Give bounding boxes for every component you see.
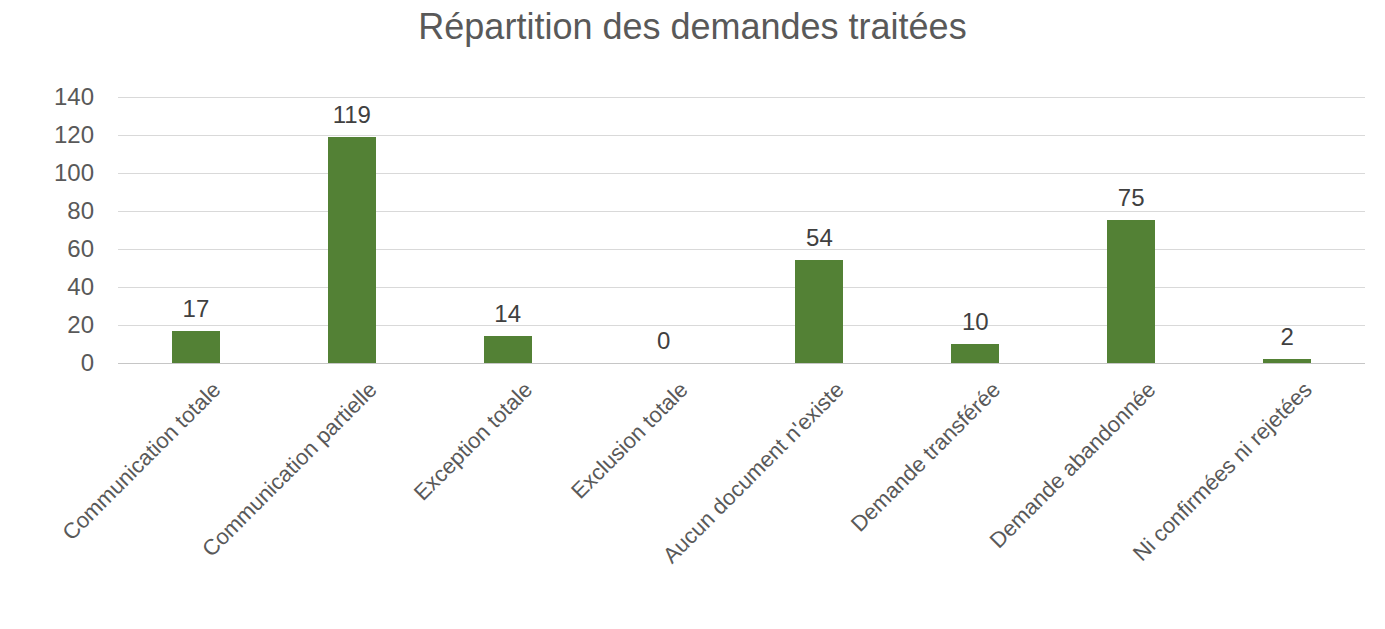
x-axis-category-label: Demande abandonnée <box>985 377 1162 554</box>
gridline <box>118 325 1365 326</box>
gridline <box>118 173 1365 174</box>
y-axis-tick-label: 60 <box>6 236 94 262</box>
bar-value-label: 17 <box>126 295 266 323</box>
bar-value-label: 2 <box>1217 323 1357 351</box>
x-axis-category-label: Aucun document n'existe <box>658 377 850 569</box>
x-axis-category-label: Communication partielle <box>197 377 382 562</box>
bar-chart: Répartition des demandes traitées 020406… <box>0 0 1385 629</box>
bar <box>795 260 843 363</box>
x-axis-line <box>118 363 1365 364</box>
x-axis-category-label: Exception totale <box>409 377 538 506</box>
y-axis-tick-label: 40 <box>6 274 94 300</box>
chart-title: Répartition des demandes traitées <box>0 6 1385 48</box>
x-axis-category-label: Communication totale <box>57 377 226 546</box>
gridline <box>118 287 1365 288</box>
y-axis-tick-label: 120 <box>6 122 94 148</box>
bar <box>1263 359 1311 363</box>
gridline <box>118 135 1365 136</box>
gridline <box>118 249 1365 250</box>
x-axis-category-label: Ni confirmées ni rejetées <box>1128 377 1318 567</box>
plot-area: 02040608010012014017Communication totale… <box>118 97 1365 363</box>
x-axis-category-label: Demande transférée <box>845 377 1005 537</box>
bar-value-label: 10 <box>905 308 1045 336</box>
bar-value-label: 14 <box>438 300 578 328</box>
y-axis-tick-label: 20 <box>6 312 94 338</box>
bar-value-label: 75 <box>1061 184 1201 212</box>
y-axis-tick-label: 80 <box>6 198 94 224</box>
bar <box>1107 220 1155 363</box>
bar <box>484 336 532 363</box>
y-axis-tick-label: 0 <box>6 350 94 376</box>
y-axis-tick-label: 140 <box>6 84 94 110</box>
bar <box>328 137 376 363</box>
gridline <box>118 97 1365 98</box>
bar-value-label: 54 <box>749 224 889 252</box>
y-axis-tick-label: 100 <box>6 160 94 186</box>
bar <box>951 344 999 363</box>
x-axis-category-label: Exclusion totale <box>567 377 694 504</box>
bar <box>172 331 220 363</box>
bar-value-label: 119 <box>282 101 422 129</box>
bar-value-label: 0 <box>594 327 734 355</box>
